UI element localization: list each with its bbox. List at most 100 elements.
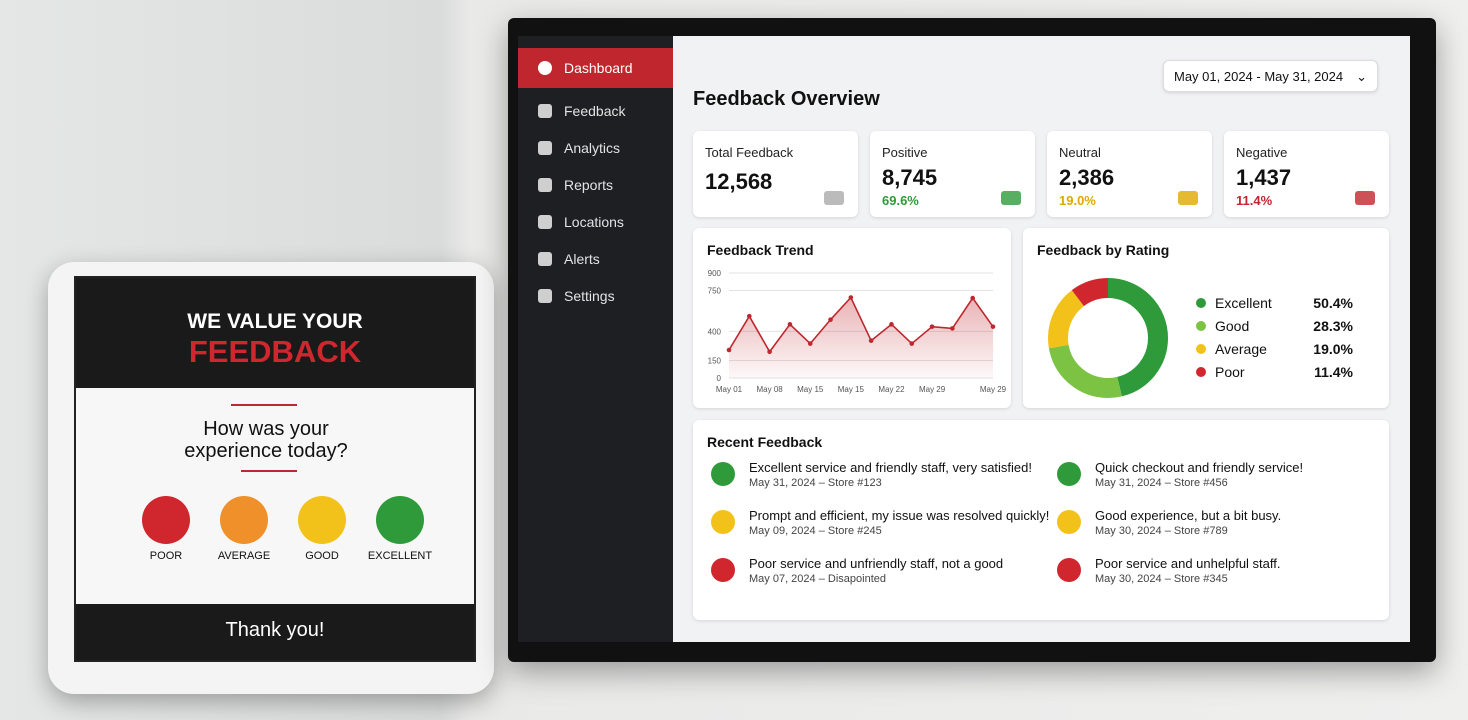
trend-point	[828, 317, 833, 322]
feedback-meta: May 30, 2024 – Store #789	[1095, 525, 1228, 537]
kpi-label: Neutral	[1059, 145, 1101, 160]
legend-swatch	[1196, 298, 1206, 308]
page-title: Feedback Overview	[693, 88, 880, 110]
trend-point	[767, 349, 772, 355]
feedback-text: Quick checkout and friendly service!	[1095, 460, 1304, 475]
x-tick-label: May 29	[919, 385, 946, 394]
question: How was your experience today?	[184, 418, 348, 462]
tablet-header: WE VALUE YOUR FEEDBACK	[76, 278, 474, 388]
sentiment-icon	[1057, 462, 1081, 486]
trend-point	[929, 324, 935, 329]
nav-icon	[538, 61, 552, 75]
trend-point	[868, 338, 874, 343]
kpi-value: 12,568	[705, 169, 773, 194]
legend-label: Good	[1215, 318, 1249, 334]
kpi-icon	[824, 191, 844, 205]
feedback-item: Prompt and efficient, my issue was resol…	[711, 508, 1049, 548]
nav-item[interactable]: Locations	[518, 202, 673, 242]
feedback-text: Good experience, but a bit busy.	[1095, 508, 1282, 523]
tv: Dashboard Feedback Analytics Reports Locatio…	[508, 18, 1436, 662]
kpi-card: Total Feedback 12,568	[693, 131, 858, 217]
nav-icon	[538, 289, 552, 303]
trend-area	[729, 297, 993, 378]
nav-label: Locations	[564, 214, 624, 230]
divider	[231, 404, 297, 406]
feedback-meta: May 31, 2024 – Store #456	[1095, 477, 1228, 489]
legend-label: Average	[1215, 341, 1267, 357]
nav-item[interactable]: Feedback	[518, 91, 673, 131]
feedback-meta: May 31, 2024 – Store #123	[749, 477, 882, 489]
nav-icon	[538, 141, 552, 155]
legend-swatch	[1196, 367, 1206, 377]
date-range-text: May 01, 2024 - May 31, 2024	[1174, 69, 1344, 84]
face-icon[interactable]	[298, 496, 346, 544]
trend-line	[728, 296, 994, 354]
face-icon[interactable]	[376, 496, 424, 544]
legend-label: Excellent	[1215, 295, 1272, 311]
nav-label: Reports	[564, 177, 614, 193]
feedback-item: Good experience, but a bit busy. May 30, …	[1057, 508, 1387, 548]
value-label: 19.0%	[1313, 341, 1353, 357]
kpi-icon	[1178, 191, 1198, 205]
nav-item[interactable]: Alerts	[518, 239, 673, 279]
card-title: Recent Feedback	[707, 434, 823, 450]
sentiment-icon	[711, 462, 735, 486]
value-label: 50.4%	[1313, 295, 1353, 311]
nav-icon	[538, 215, 552, 229]
sentiment-icon	[711, 510, 735, 534]
x-tick-label: May 22	[878, 385, 905, 394]
trend-chart: 0 150 400 750 900 May 01 May 08 May 15 May 15 May…	[708, 269, 1007, 394]
divider	[241, 470, 297, 472]
donut-segment	[1048, 278, 1168, 398]
nav-label: Feedback	[564, 103, 626, 119]
x-tick-label: May 08	[756, 385, 783, 394]
trend-point	[787, 322, 793, 327]
donut-segment	[1048, 278, 1168, 398]
legend-label: Poor	[1215, 364, 1245, 380]
trend-card: Feedback Trend 0 150 400 750 900 May 01 May 08…	[693, 228, 1011, 408]
sidebar: Dashboard Feedback Analytics Reports Locatio…	[518, 36, 673, 642]
x-tick-label: May 29	[980, 385, 1007, 394]
sentiment-icon	[711, 558, 735, 582]
trend-point	[889, 322, 894, 327]
tablet: WE VALUE YOUR FEEDBACK How was your expe…	[48, 262, 494, 694]
option-label: POOR	[149, 550, 183, 562]
nav-icon	[538, 104, 552, 118]
rating-options: POOR AVERAGE GOOD EXCELLENT	[76, 496, 474, 576]
nav-item[interactable]: Analytics	[518, 128, 673, 168]
heading-top: WE VALUE YOUR	[187, 310, 363, 333]
x-tick-label: May 15	[797, 385, 824, 394]
date-range[interactable]: May 01, 2024 - May 31, 2024 ⌄	[1163, 60, 1378, 92]
nav-label: Settings	[564, 288, 615, 304]
nav-item[interactable]: Reports	[518, 165, 673, 205]
option-label: AVERAGE	[217, 550, 271, 562]
trend-point	[950, 326, 955, 331]
rating-card: Feedback by Rating Excellent 50.4% Good 28.…	[1023, 228, 1389, 408]
trend-point	[970, 295, 975, 301]
feedback-meta: May 09, 2024 – Store #245	[749, 525, 882, 537]
y-tick-label: 900	[708, 269, 722, 278]
value-label: 28.3%	[1313, 318, 1353, 334]
kpi-value: 1,437	[1236, 165, 1292, 190]
card-title: Feedback Trend	[707, 242, 814, 258]
recent-card: Recent Feedback Excellent service and fr…	[693, 420, 1389, 620]
kpi-change: 69.6%	[882, 193, 919, 208]
x-tick-label: May 15	[838, 385, 865, 394]
face-icon[interactable]	[220, 496, 268, 544]
face-icon[interactable]	[142, 496, 190, 544]
option-label: EXCELLENT	[367, 550, 433, 562]
nav-item[interactable]: Settings	[518, 276, 673, 316]
y-tick-label: 750	[708, 287, 722, 296]
legend-swatch	[1196, 344, 1206, 354]
kpi-label: Negative	[1236, 145, 1288, 160]
trend-point	[726, 347, 732, 353]
feedback-text: Prompt and efficient, my issue was resol…	[749, 508, 1050, 523]
nav-icon	[538, 178, 552, 192]
kpi-card: Positive 8,745 69.6%	[870, 131, 1035, 217]
kpi-card: Negative 1,437 11.4%	[1224, 131, 1389, 217]
nav-item[interactable]: Dashboard	[518, 48, 673, 88]
y-tick-label: 150	[708, 357, 722, 366]
kpi-change: 19.0%	[1059, 193, 1096, 208]
kpi-icon	[1001, 191, 1021, 205]
tablet-footer: Thank you!	[76, 604, 474, 660]
